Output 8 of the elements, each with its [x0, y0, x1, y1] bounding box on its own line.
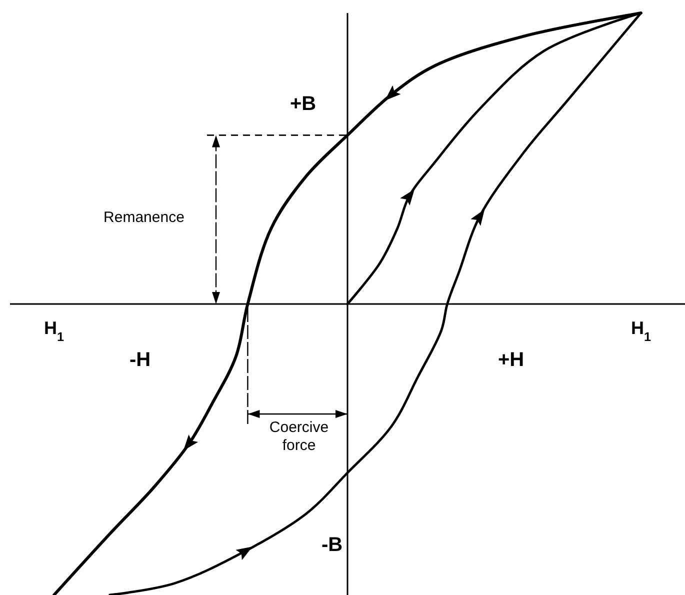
- annotation: -B: [321, 534, 343, 556]
- annotation: Remanence: [104, 209, 184, 226]
- annotation: +H: [498, 349, 524, 371]
- x-tick-label: H$_{1}$: [44, 318, 64, 344]
- annotation: -H: [129, 349, 151, 371]
- annotation: Coercive force: [269, 419, 329, 454]
- annotation: +B: [290, 93, 316, 115]
- x-tick-label: H$_{1}$: [630, 318, 651, 344]
